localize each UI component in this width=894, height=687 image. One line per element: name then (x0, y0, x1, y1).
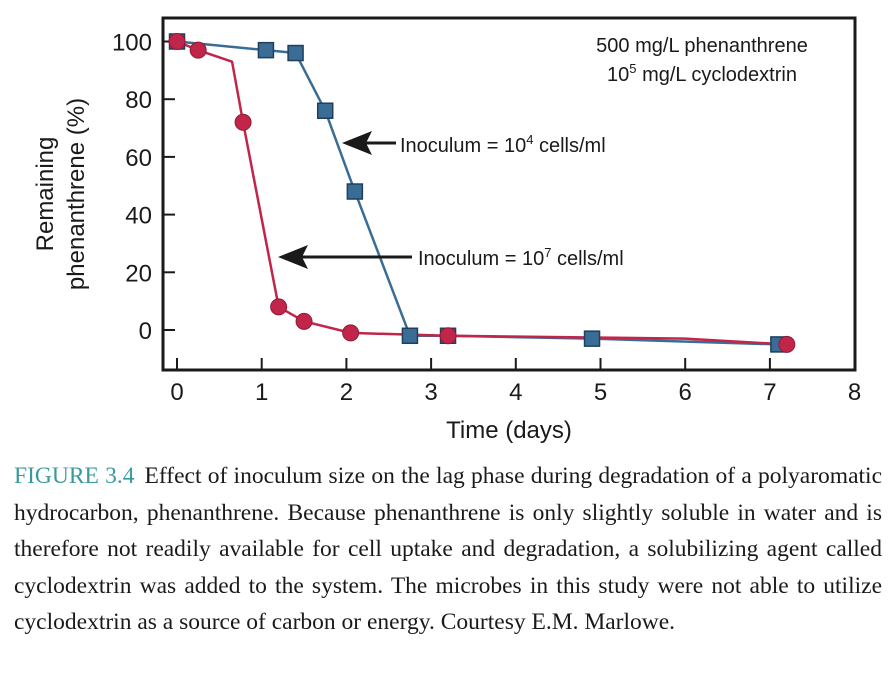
y-tick-label-60: 60 (125, 145, 152, 172)
condition-text-2: 105 mg/L cyclodextrin (607, 61, 797, 86)
series-1-square-point (257, 41, 275, 59)
y-tick-label-40: 40 (125, 203, 152, 230)
x-axis-ticks: 0 1 2 3 4 5 6 7 8 (170, 358, 861, 406)
series-line-1 (176, 40, 779, 346)
x-tick-label-7: 7 (763, 379, 776, 406)
series-2-circle-point (295, 312, 313, 330)
series-2-circle-point (168, 33, 186, 50)
x-tick-label-3: 3 (424, 379, 437, 406)
annotation-arrow-1e7 (278, 245, 412, 269)
plot-frame (161, 16, 857, 372)
series-2-circle-point (778, 335, 796, 353)
x-axis-label: Time (days) (446, 417, 572, 444)
series-2-circle-point (270, 298, 288, 316)
series-markers (168, 33, 796, 353)
figure-caption-text: Effect of inoculum size on the lag phase… (14, 463, 883, 635)
y-tick-label-100: 100 (112, 30, 152, 57)
series-2-circle-point (234, 113, 252, 131)
y-tick-label-20: 20 (125, 260, 152, 287)
y-axis-ticks: 0 20 40 60 80 100 (112, 30, 175, 345)
x-tick-label-5: 5 (594, 379, 607, 406)
annotation-inoculum-1e4: Inoculum = 104 cells/ml (400, 132, 606, 157)
y-tick-label-0: 0 (139, 318, 152, 345)
x-tick-label-0: 0 (170, 379, 183, 406)
series-1-square-point (346, 183, 364, 200)
x-tick-label-1: 1 (255, 379, 268, 406)
y-tick-label-80: 80 (125, 87, 152, 114)
x-tick-label-6: 6 (679, 379, 692, 406)
annotation-inoculum-1e7: Inoculum = 107 cells/ml (418, 245, 624, 270)
series-1-square-point (316, 102, 334, 119)
series-1-square-point (401, 327, 419, 345)
series-1-square-point (287, 44, 304, 62)
phenanthrene-degradation-chart: 0 20 40 60 80 100 0 1 2 3 4 5 6 7 8 Remaining phenant… (32, 16, 861, 444)
series-2-circle-point (439, 327, 457, 345)
series-1-square-point (583, 330, 601, 347)
figure-caption: FIGURE 3.4 Effect of inoculum size on the… (14, 458, 882, 641)
condition-text-1: 500 mg/L phenanthrene (596, 35, 808, 57)
series-2-circle-point (342, 324, 360, 342)
x-tick-label-8: 8 (848, 379, 861, 406)
annotation-arrow-1e4 (342, 131, 396, 155)
x-tick-label-2: 2 (340, 379, 353, 406)
figure-label: FIGURE 3.4 (14, 463, 135, 489)
series-lines (176, 40, 787, 346)
y-axis-label-line1: Remaining (32, 137, 59, 252)
y-axis-label-line2: phenanthrene (%) (63, 98, 90, 290)
series-2-circle-point (189, 41, 207, 59)
series-line-2 (176, 40, 787, 346)
x-tick-label-4: 4 (509, 379, 522, 406)
